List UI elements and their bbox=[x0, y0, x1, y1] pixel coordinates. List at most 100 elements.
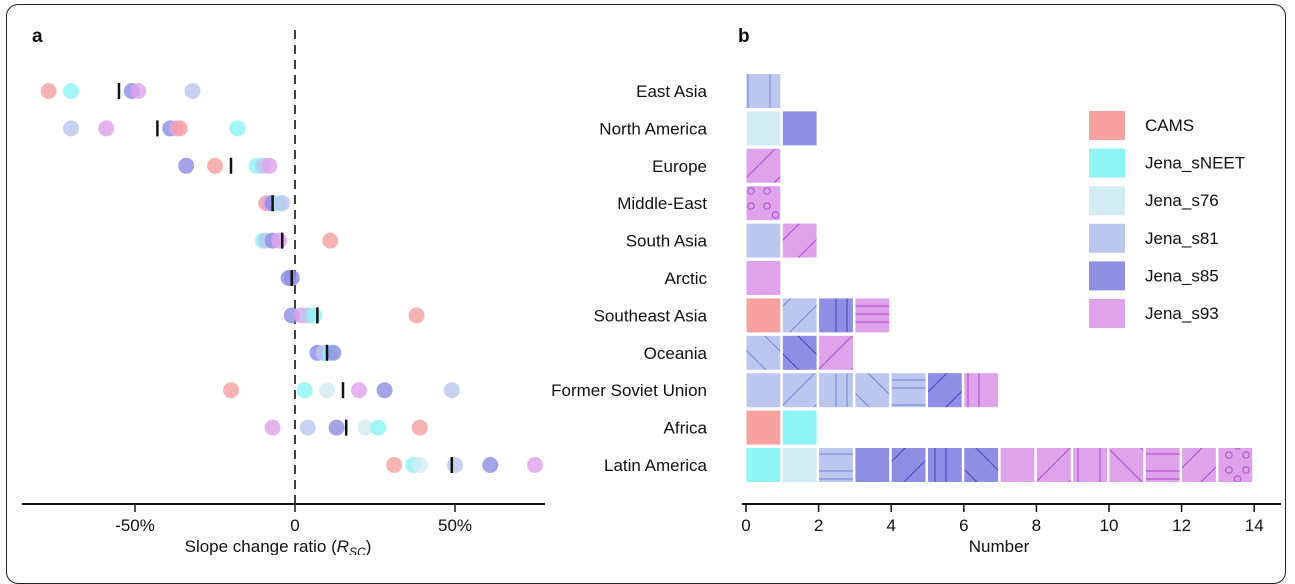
point-jena-s76 bbox=[411, 457, 428, 473]
x-title-sub: SC bbox=[349, 545, 366, 555]
legend-item-jena-sneet: Jena_sNEET bbox=[1089, 148, 1245, 178]
legend-swatch bbox=[1089, 148, 1125, 178]
bar-southeast-asia bbox=[746, 298, 890, 333]
b-tick-label: 6 bbox=[959, 516, 968, 535]
bar-segment-jena-s81 bbox=[782, 373, 817, 408]
bar-oceania bbox=[746, 335, 853, 370]
point-jena-sneet bbox=[296, 382, 313, 399]
bar-segment-jena-s85 bbox=[964, 448, 999, 482]
point-cams bbox=[40, 83, 57, 99]
category-label-southeast-asia: Southeast Asia bbox=[594, 306, 708, 325]
bar-arctic bbox=[746, 261, 781, 295]
dot-row-north-america bbox=[63, 120, 246, 137]
bar-segment-jena-s85 bbox=[782, 111, 817, 146]
b-tick-label: 8 bbox=[1032, 516, 1041, 535]
legend-label: CAMS bbox=[1145, 116, 1194, 135]
b-tick-label: 4 bbox=[886, 516, 895, 535]
bar-segment-jena-s81 bbox=[746, 335, 781, 370]
bar-segment-jena-s81 bbox=[819, 448, 853, 482]
panel-a-label: a bbox=[32, 26, 43, 47]
bar-segment-jena-s93 bbox=[819, 335, 853, 370]
panel-b-label: b bbox=[738, 26, 750, 47]
category-label-middle-east: Middle-East bbox=[617, 194, 707, 213]
point-jena-s85 bbox=[328, 419, 345, 436]
point-jena-s81 bbox=[274, 195, 291, 212]
legend-label: Jena_s93 bbox=[1145, 304, 1219, 323]
point-jena-s76 bbox=[357, 419, 374, 436]
bar-segment-jena-s81 bbox=[746, 373, 781, 408]
panel-b-x-axis-title: Number bbox=[969, 537, 1030, 555]
bar-segment-jena-s85 bbox=[855, 448, 890, 482]
b-tick-label: 2 bbox=[814, 516, 823, 535]
point-jena-sneet bbox=[370, 419, 387, 436]
point-jena-s81 bbox=[299, 419, 316, 436]
bar-south-asia bbox=[746, 223, 817, 258]
b-tick-label: 10 bbox=[1100, 516, 1119, 535]
legend-label: Jena_sNEET bbox=[1145, 154, 1245, 173]
category-label-oceania: Oceania bbox=[644, 344, 708, 363]
legend-item-jena-s81: Jena_s81 bbox=[1089, 223, 1219, 253]
point-jena-sneet bbox=[63, 83, 79, 99]
category-label-africa: Africa bbox=[664, 419, 708, 438]
dot-row-latin-america bbox=[386, 457, 543, 473]
bar-segment-jena-s93 bbox=[1073, 448, 1107, 482]
legend: CAMS Jena_sNEET Jena_s76 Jena_s81 Jena_s85 Je… bbox=[1089, 111, 1245, 328]
bar-segment-jena-s93 bbox=[1182, 448, 1216, 482]
bar-segment-jena-s93 bbox=[746, 148, 781, 183]
bar-segment-jena-s81 bbox=[855, 373, 890, 408]
category-label-north-america: North America bbox=[599, 119, 707, 138]
legend-swatch bbox=[1089, 186, 1125, 216]
point-jena-s93 bbox=[527, 457, 543, 473]
b-tick-label: 12 bbox=[1172, 516, 1191, 535]
legend-label: Jena_s76 bbox=[1145, 191, 1219, 210]
point-jena-s93 bbox=[130, 83, 147, 99]
dot-row-southeast-asia bbox=[283, 307, 425, 324]
bar-segment-jena-s93 bbox=[746, 186, 781, 221]
point-cams bbox=[386, 457, 403, 473]
bar-middle-east bbox=[746, 186, 781, 221]
bar-segment-jena-s93 bbox=[1145, 448, 1180, 482]
point-jena-s93 bbox=[98, 120, 115, 137]
point-cams bbox=[171, 120, 188, 137]
point-jena-s93 bbox=[261, 157, 278, 174]
a-tick-label: 0 bbox=[290, 516, 299, 535]
category-label-europe: Europe bbox=[652, 157, 707, 176]
dot-row-south-asia bbox=[255, 232, 339, 249]
bar-africa bbox=[746, 410, 817, 445]
bar-north-america bbox=[746, 111, 817, 146]
bar-segment-jena-s81 bbox=[782, 298, 817, 333]
b-tick-label: 14 bbox=[1245, 516, 1264, 535]
bar-segment-jena-s93 bbox=[1109, 448, 1144, 482]
point-cams bbox=[223, 382, 239, 399]
bar-segment-jena-s85 bbox=[928, 373, 962, 408]
bar-segment-jena-s81 bbox=[746, 223, 781, 258]
legend-swatch bbox=[1089, 223, 1125, 253]
a-tick-label: 50% bbox=[438, 516, 472, 535]
point-jena-s81 bbox=[443, 382, 460, 399]
x-title-close: ) bbox=[366, 537, 372, 555]
panel-a-x-axis-title: Slope change ratio (RSC) bbox=[185, 537, 372, 555]
dot-row-europe bbox=[178, 157, 278, 174]
point-jena-s81 bbox=[447, 457, 463, 473]
point-cams bbox=[411, 419, 428, 436]
point-jena-s93 bbox=[264, 419, 281, 436]
panel-a-dot-plot: -50% 0 50% Slope change ratio (RSC) bbox=[22, 30, 545, 555]
bar-segment-jena-s81 bbox=[819, 373, 853, 408]
point-jena-s85 bbox=[482, 457, 499, 473]
bar-segment-cams bbox=[746, 298, 781, 333]
legend-item-jena-s85: Jena_s85 bbox=[1089, 261, 1219, 291]
point-jena-s81 bbox=[63, 120, 79, 137]
dot-row-east-asia bbox=[40, 83, 201, 99]
bar-segment-jena-s76 bbox=[782, 448, 817, 482]
point-jena-s93 bbox=[351, 382, 367, 399]
legend-item-cams: CAMS bbox=[1089, 111, 1194, 140]
category-label-arctic: Arctic bbox=[665, 269, 708, 288]
bar-former-soviet-union bbox=[746, 373, 999, 408]
b-tick-label: 0 bbox=[741, 516, 750, 535]
dot-row-africa bbox=[264, 419, 428, 436]
point-jena-sneet bbox=[229, 120, 246, 137]
bar-segment-jena-s81 bbox=[746, 74, 781, 108]
category-label-former-soviet-union: Former Soviet Union bbox=[551, 381, 707, 400]
bar-segment-jena-sneet bbox=[746, 448, 781, 482]
legend-label: Jena_s81 bbox=[1145, 229, 1219, 248]
